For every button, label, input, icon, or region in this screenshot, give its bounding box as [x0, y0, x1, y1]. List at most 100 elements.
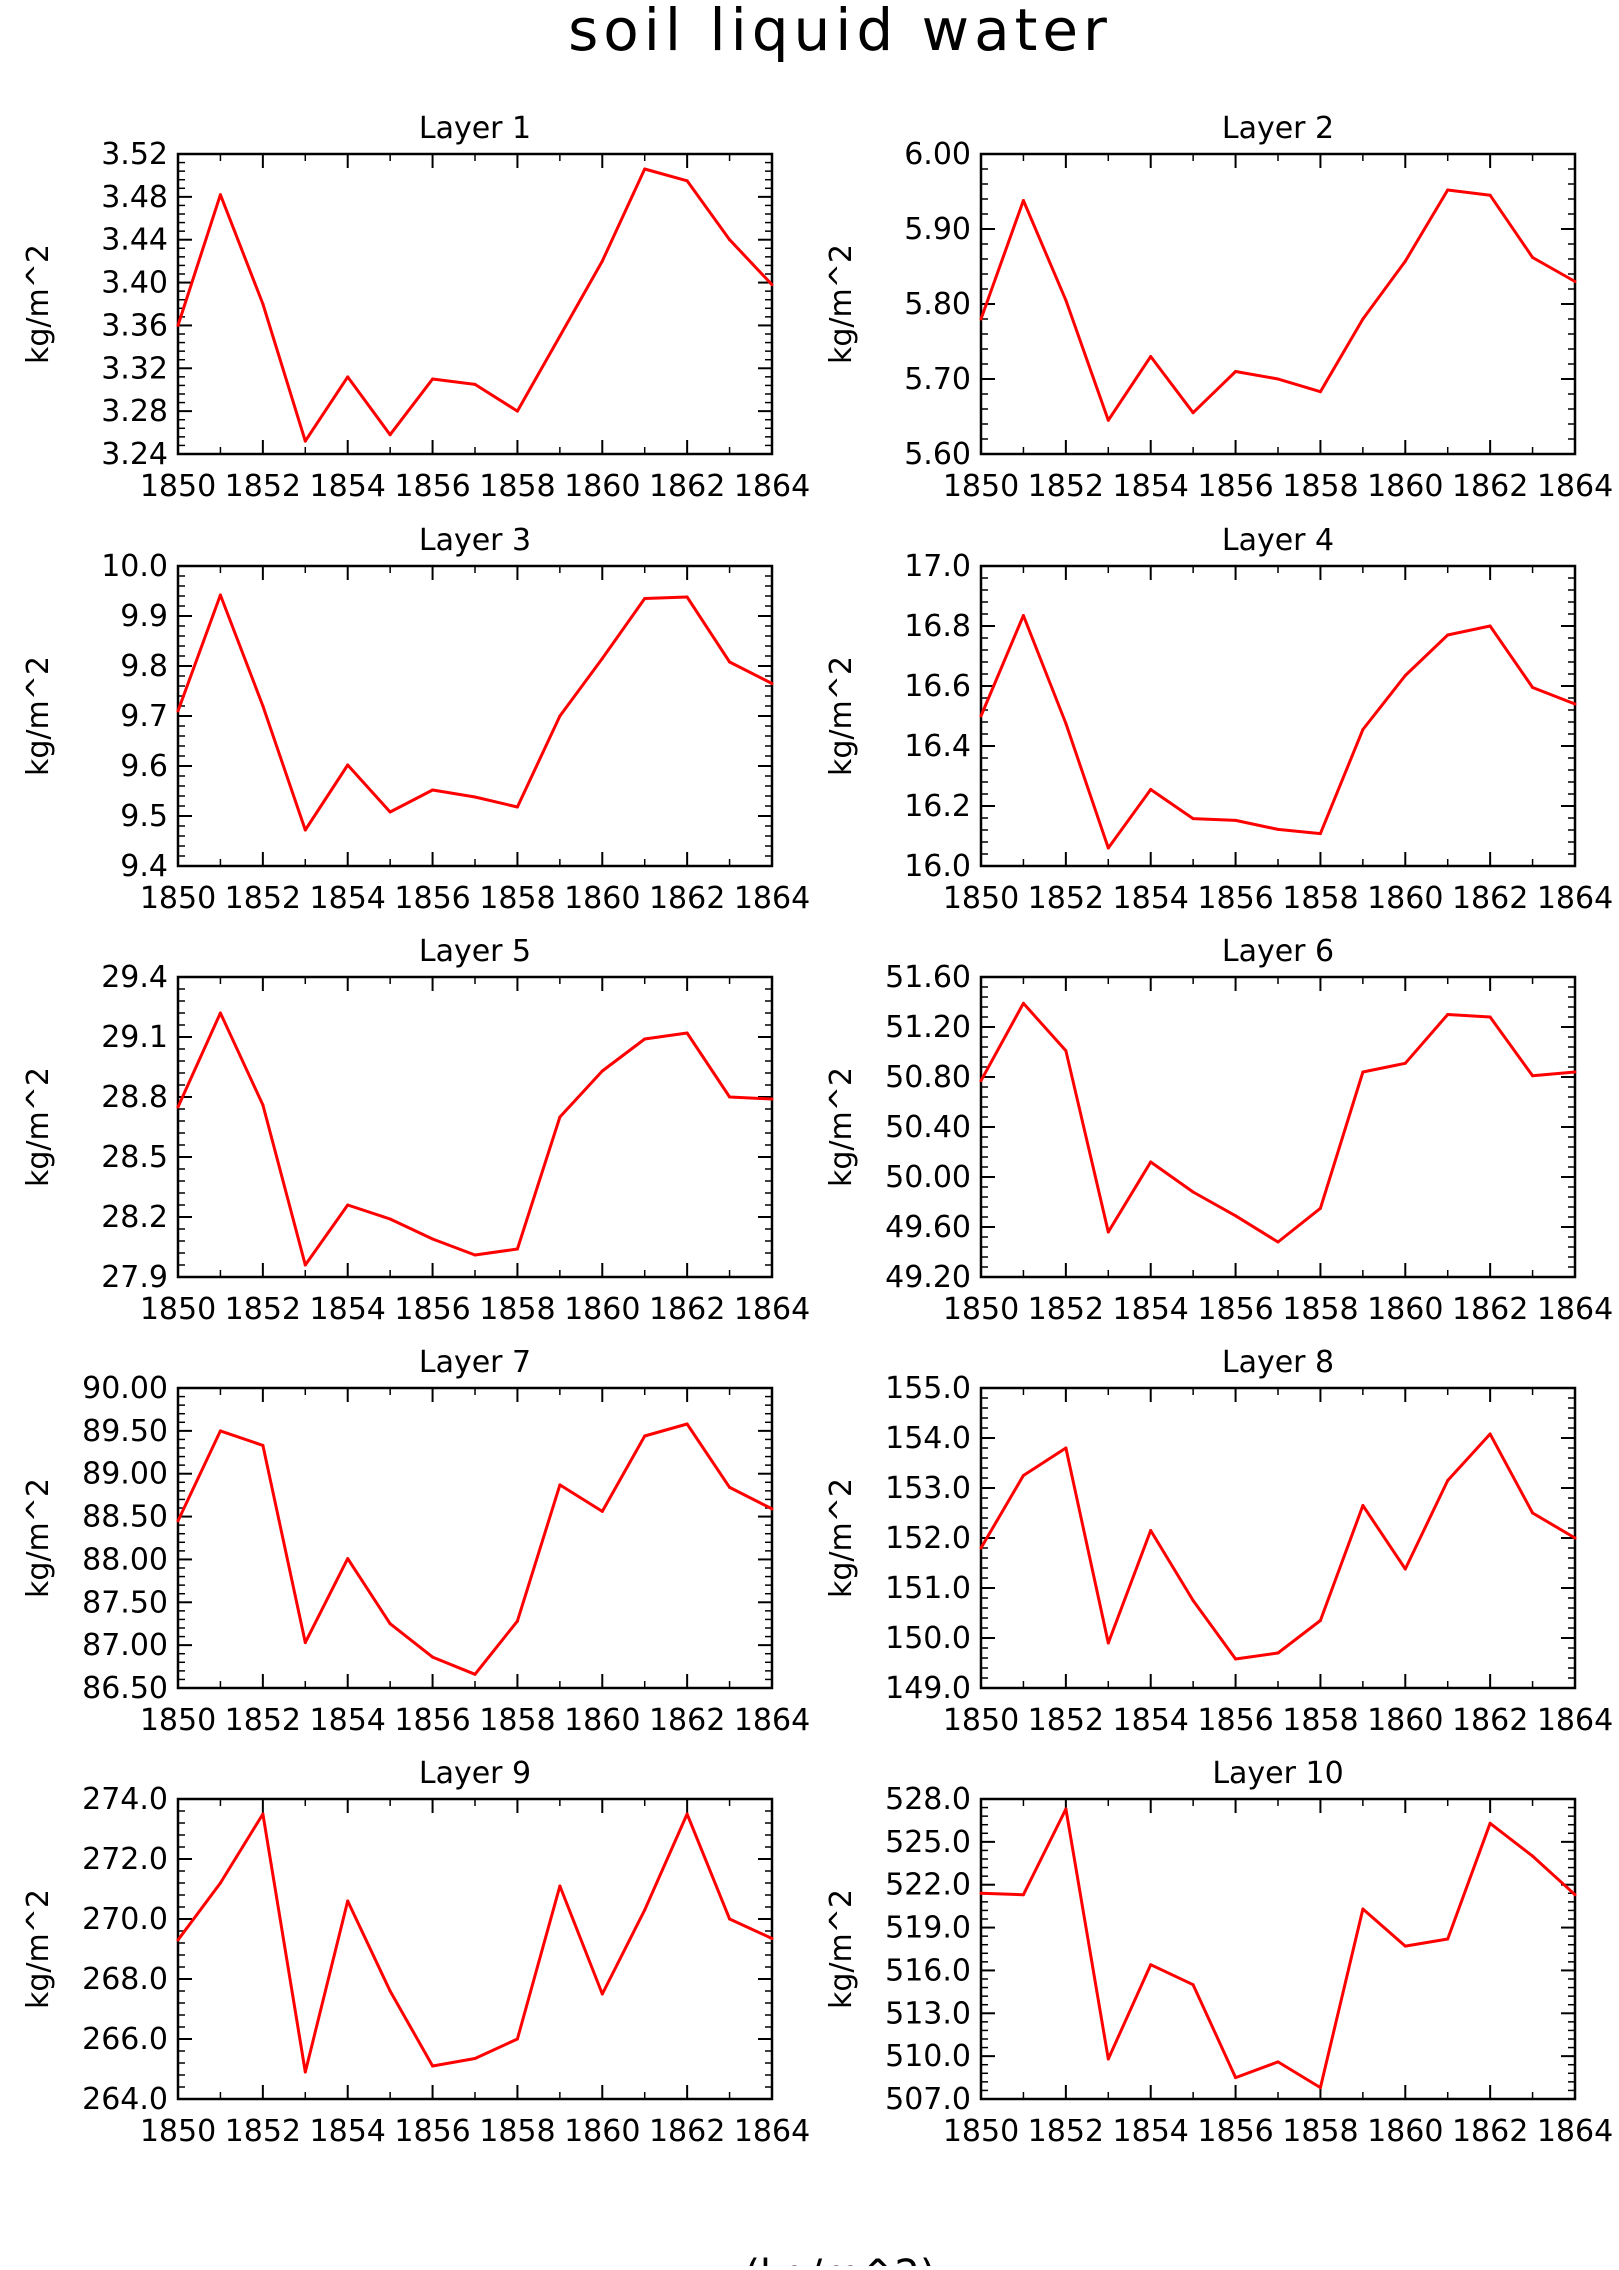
- x-tick-label: 1856: [394, 2114, 470, 2149]
- data-point: [685, 595, 689, 599]
- panel-layer-10: Layer 10 kg/m^2 507.0 510.0 513.0 516.0 519.0 5…: [824, 1756, 1613, 2149]
- data-point: [1064, 1049, 1068, 1053]
- x-tick-label: 1852: [1028, 469, 1104, 504]
- x-tick-label: 1860: [1367, 2114, 1443, 2149]
- data-point: [1276, 2060, 1280, 2064]
- x-tick-label: 1850: [943, 2114, 1019, 2149]
- data-point: [431, 788, 435, 792]
- data-point: [728, 1095, 732, 1099]
- data-point: [1403, 259, 1407, 263]
- data-point: [176, 323, 180, 327]
- panel-layer-1: Layer 1 kg/m^2 3.24 3.28 3.32 3.36 3.40 3.44 3.4…: [21, 111, 810, 504]
- data-point: [1403, 1567, 1407, 1571]
- y-axis-label: kg/m^2: [824, 244, 859, 364]
- x-tick-label: 1860: [564, 881, 640, 916]
- y-tick-label: 16.4: [904, 729, 971, 764]
- data-point: [558, 1884, 562, 1888]
- data-point: [176, 1519, 180, 1523]
- data-point: [431, 2064, 435, 2068]
- data-point: [1191, 1983, 1195, 1987]
- y-tick-label: 3.36: [101, 308, 168, 343]
- x-tick-label: 1852: [1028, 881, 1104, 916]
- y-tick-label: 266.0: [82, 2022, 168, 2057]
- data-point: [558, 334, 562, 338]
- x-tick-label: 1850: [943, 469, 1019, 504]
- y-tick-label: 154.0: [885, 1421, 971, 1456]
- x-tick-label: 1856: [394, 1292, 470, 1327]
- y-tick-label: 519.0: [885, 1911, 971, 1946]
- data-point: [515, 805, 519, 809]
- x-tick-label: 1858: [1282, 469, 1358, 504]
- series-line: [980, 1807, 1577, 2090]
- x-tick-label: 1856: [394, 881, 470, 916]
- data-point: [1488, 624, 1492, 628]
- y-axis-label: kg/m^2: [21, 1067, 56, 1187]
- data-point: [303, 439, 307, 443]
- data-point: [558, 1483, 562, 1487]
- x-tick-label: 1854: [310, 1703, 386, 1738]
- data-point: [1064, 1807, 1068, 1811]
- data-point: [431, 1655, 435, 1659]
- data-point: [728, 1917, 732, 1921]
- x-tick-label: 1862: [649, 881, 725, 916]
- data-point: [600, 1069, 604, 1073]
- data-point: [1403, 674, 1407, 677]
- data-point: [643, 167, 647, 171]
- data-point: [728, 660, 732, 664]
- y-axis-label: kg/m^2: [824, 656, 859, 776]
- data-point: [473, 382, 477, 386]
- data-point: [346, 375, 350, 379]
- y-tick-label: 268.0: [82, 1962, 168, 1997]
- x-tick-label: 1862: [1452, 469, 1528, 504]
- y-tick-label: 507.0: [885, 2082, 971, 2117]
- x-tick-label: 1864: [1537, 2114, 1613, 2149]
- x-tick-label: 1860: [564, 1703, 640, 1738]
- data-point: [1318, 2086, 1322, 2090]
- data-point: [1149, 1160, 1153, 1164]
- data-point: [728, 1485, 732, 1489]
- x-tick-label: 1860: [1367, 1703, 1443, 1738]
- y-tick-label: 28.5: [101, 1140, 168, 1175]
- data-point: [1191, 1190, 1195, 1194]
- y-tick-label: 29.1: [101, 1020, 168, 1055]
- data-point: [218, 1881, 222, 1885]
- x-tick-label: 1862: [649, 2114, 725, 2149]
- x-tick-label: 1856: [1197, 881, 1273, 916]
- data-point: [1276, 827, 1280, 831]
- data-point: [1191, 411, 1195, 415]
- panels: Layer 1 kg/m^2 3.24 3.28 3.32 3.36 3.40 3.44 3.4…: [21, 111, 1613, 2149]
- y-tick-label: 3.44: [101, 223, 168, 258]
- y-tick-label: 274.0: [82, 1782, 168, 1817]
- plot-frame: [979, 152, 1577, 456]
- y-tick-label: 3.28: [101, 394, 168, 429]
- data-point: [218, 193, 222, 197]
- panel-layer-6: Layer 6 kg/m^2 49.20 49.60 50.00 50.40 50.80 51…: [824, 934, 1613, 1327]
- x-tick-label: 1852: [225, 469, 301, 504]
- panel-title: Layer 6: [1222, 934, 1334, 969]
- x-tick-label: 1860: [564, 469, 640, 504]
- data-point: [1318, 390, 1322, 394]
- data-point: [473, 1253, 477, 1257]
- panel-layer-3: Layer 3 kg/m^2 9.4 9.5 9.6 9.7 9.8 9.9 10.0 1850 1…: [21, 523, 810, 916]
- data-point: [515, 1247, 519, 1251]
- data-point: [1531, 1074, 1535, 1078]
- x-tick-label: 1864: [734, 881, 810, 916]
- y-tick-label: 16.0: [904, 849, 971, 884]
- data-point: [1361, 728, 1365, 731]
- series-line: [979, 1432, 1576, 1661]
- data-point: [1446, 1013, 1450, 1016]
- x-tick-label: 1862: [1452, 1703, 1528, 1738]
- y-axis-label: kg/m^2: [21, 656, 56, 776]
- y-tick-label: 89.00: [82, 1457, 168, 1492]
- data-point: [1361, 1070, 1365, 1074]
- x-tick-label: 1862: [1452, 1292, 1528, 1327]
- x-tick-label: 1850: [140, 881, 216, 916]
- plot-frame: [979, 1797, 1577, 2101]
- y-tick-label: 153.0: [885, 1471, 971, 1506]
- y-tick-label: 516.0: [885, 1953, 971, 1988]
- x-tick-label: 1860: [1367, 1292, 1443, 1327]
- y-tick-label: 29.4: [101, 960, 168, 995]
- panel-layer-5: Layer 5 kg/m^2 27.9 28.2 28.5 28.8 29.1 29.4 185…: [21, 934, 810, 1327]
- y-axis-label: kg/m^2: [824, 1889, 859, 2009]
